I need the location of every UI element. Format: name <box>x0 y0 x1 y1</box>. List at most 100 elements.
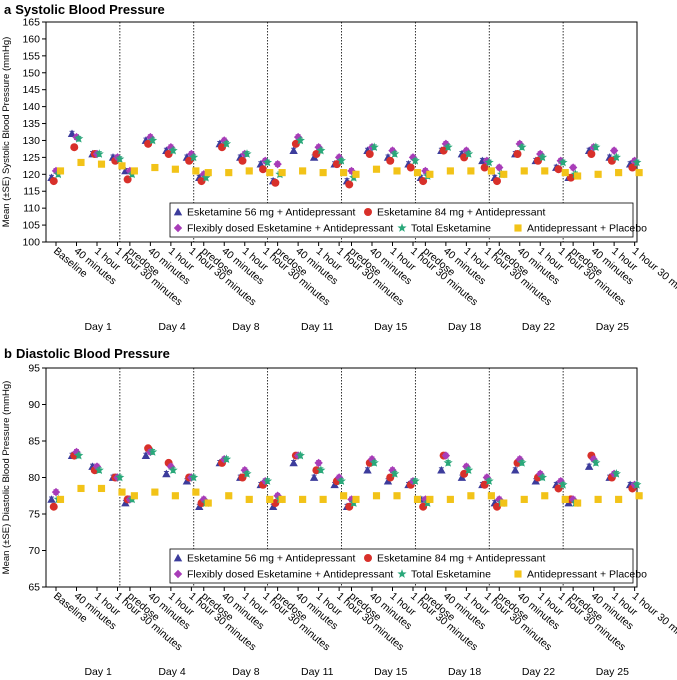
pa-data-point <box>70 143 79 152</box>
pa-day-label: Day 15 <box>374 321 407 333</box>
pa-data-point <box>197 177 206 186</box>
pb-data-point <box>437 466 446 474</box>
pb-data-point <box>393 492 401 500</box>
pb-data-point <box>151 488 159 496</box>
pa-data-point <box>352 170 360 178</box>
pa-data-point <box>115 154 125 163</box>
pa-data-point <box>218 143 226 152</box>
pa-data-point <box>295 135 305 145</box>
pa-data-point <box>225 169 233 177</box>
pa-data-point <box>372 165 381 173</box>
pa-data-point <box>316 145 326 155</box>
pa-y-tick-label: 110 <box>23 203 40 215</box>
pa-data-point <box>365 150 374 158</box>
pb-data-point <box>615 495 623 503</box>
pa-y-tick-label: 140 <box>22 101 40 113</box>
pa-series-4 <box>56 158 643 180</box>
pa-data-point <box>144 139 153 148</box>
pa-day-label: Day 18 <box>448 321 481 333</box>
pb-data-point <box>410 476 420 486</box>
pb-data-point <box>441 451 451 460</box>
pb-data-point <box>558 479 568 489</box>
pa-data-point <box>185 156 194 165</box>
pa-data-point <box>446 167 454 175</box>
pb-data-point <box>49 502 58 511</box>
pb-data-point <box>74 450 84 460</box>
pa-series-1 <box>49 139 637 189</box>
pa-data-point <box>487 167 495 175</box>
pb-data-point <box>166 462 176 471</box>
pa-legend-marker <box>397 223 407 232</box>
pb-data-point <box>493 502 501 511</box>
pb-y-tick-label: 80 <box>28 472 40 484</box>
pa-data-point <box>460 153 469 162</box>
pa-data-point <box>443 142 453 152</box>
pa-data-point <box>319 169 327 177</box>
pa-legend-label: Total Esketamine <box>411 223 491 235</box>
pb-data-point <box>537 472 548 482</box>
pa-day-label: Day 8 <box>232 321 260 333</box>
pb-data-point <box>390 469 400 478</box>
pa-data-point <box>611 152 621 162</box>
pa-y-tick-label: 105 <box>22 220 40 232</box>
pb-data-point <box>632 479 642 489</box>
pb-data-point <box>162 469 171 478</box>
pa-data-point <box>238 156 247 165</box>
pa-data-point <box>189 152 199 162</box>
pa-data-point <box>271 178 280 187</box>
pb-legend-label: Total Esketamine <box>411 569 491 581</box>
pb-data-point <box>266 495 274 503</box>
pa-legend-label: Antidepressant + Placebo <box>527 223 647 235</box>
pb-legend-marker <box>364 554 372 562</box>
pb-series-4 <box>56 484 643 507</box>
pa-data-point <box>201 172 211 182</box>
pa-data-point <box>554 165 563 174</box>
pa-data-point <box>49 177 58 186</box>
pb-data-point <box>130 492 138 500</box>
pb-legend-label: Flexibly dosed Esketamine + Antidepressa… <box>187 569 393 581</box>
pa-data-point <box>467 167 475 175</box>
pa-y-axis-label: Mean (±SE) Systolic Blood Pressure (mmHg… <box>1 37 12 228</box>
pb-day-label: Day 1 <box>84 666 112 678</box>
systolic-panel-title: a Systolic Blood Pressure <box>4 2 165 17</box>
pa-data-point <box>541 167 549 175</box>
pb-data-point <box>584 462 594 470</box>
pb-data-point <box>56 495 65 503</box>
pa-data-point <box>413 169 422 177</box>
pa-data-point <box>187 149 196 159</box>
pa-data-point <box>410 155 420 165</box>
pb-y-axis-label: Mean (±SE) Diastolic Blood Pressure (mmH… <box>1 381 12 575</box>
pb-data-point <box>446 495 454 503</box>
pa-legend-marker <box>173 223 183 233</box>
pb-day-label: Day 8 <box>232 666 260 678</box>
pa-data-point <box>390 149 400 158</box>
pb-data-point <box>500 499 508 507</box>
systolic-title: Systolic Blood Pressure <box>15 2 165 17</box>
pa-y-tick-label: 135 <box>22 118 40 130</box>
pb-day-label: Day 25 <box>596 666 629 678</box>
pb-y-tick-label: 85 <box>28 436 40 448</box>
pb-data-point <box>443 458 453 467</box>
pb-data-point <box>611 469 621 478</box>
pa-data-point <box>291 139 300 148</box>
pa-data-point <box>537 152 548 162</box>
pb-data-point <box>419 502 428 511</box>
pb-data-point <box>554 484 563 493</box>
pa-data-point <box>204 169 212 177</box>
pb-data-point <box>242 469 252 478</box>
pa-data-point <box>336 155 346 165</box>
pa-data-point <box>632 157 642 167</box>
pb-series-3 <box>53 447 642 507</box>
pa-data-point <box>534 156 542 165</box>
pa-y-tick-label: 125 <box>22 152 40 164</box>
pa-data-point <box>262 157 273 167</box>
pb-legend-label: Antidepressant + Placebo <box>527 569 647 581</box>
pa-day-label: Day 4 <box>158 321 186 333</box>
pa-y-tick-label: 130 <box>22 135 40 147</box>
pa-data-point <box>568 163 578 172</box>
pa-data-point <box>56 167 65 175</box>
pb-data-point <box>363 466 372 474</box>
pb-y-tick-label: 95 <box>28 363 40 375</box>
pa-data-point <box>164 150 173 158</box>
